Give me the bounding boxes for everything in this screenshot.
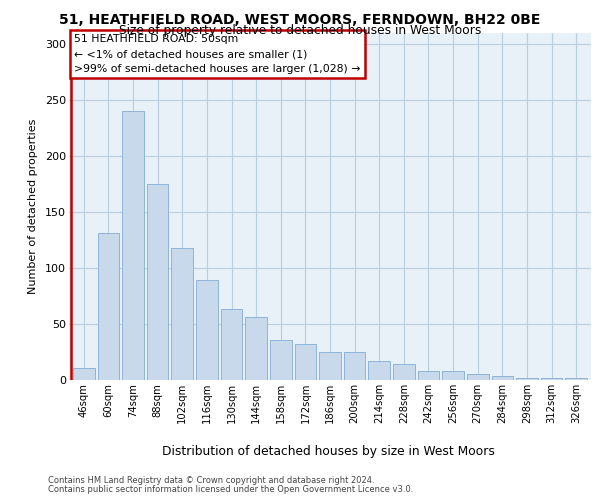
Bar <box>418 371 439 380</box>
Bar <box>516 378 538 380</box>
Text: Size of property relative to detached houses in West Moors: Size of property relative to detached ho… <box>119 24 481 37</box>
Bar <box>295 344 316 380</box>
Text: Contains HM Land Registry data © Crown copyright and database right 2024.: Contains HM Land Registry data © Crown c… <box>48 476 374 485</box>
Bar <box>270 340 292 380</box>
Text: Contains public sector information licensed under the Open Government Licence v3: Contains public sector information licen… <box>48 484 413 494</box>
Bar <box>245 317 267 380</box>
Y-axis label: Number of detached properties: Number of detached properties <box>28 118 38 294</box>
Bar <box>172 248 193 380</box>
Bar <box>368 361 390 380</box>
Text: Distribution of detached houses by size in West Moors: Distribution of detached houses by size … <box>163 444 495 458</box>
Bar <box>319 352 341 380</box>
Bar <box>73 368 95 380</box>
Bar <box>541 378 562 380</box>
Bar <box>344 352 365 380</box>
Bar <box>196 280 218 380</box>
Bar <box>491 376 513 380</box>
Text: 51, HEATHFIELD ROAD, WEST MOORS, FERNDOWN, BH22 0BE: 51, HEATHFIELD ROAD, WEST MOORS, FERNDOW… <box>59 13 541 27</box>
Bar <box>442 371 464 380</box>
Bar <box>467 374 488 380</box>
Text: 51 HEATHFIELD ROAD: 50sqm
← <1% of detached houses are smaller (1)
>99% of semi-: 51 HEATHFIELD ROAD: 50sqm ← <1% of detac… <box>74 34 361 74</box>
Bar <box>147 184 169 380</box>
Bar <box>393 364 415 380</box>
Bar <box>565 378 587 380</box>
Bar <box>98 233 119 380</box>
Bar <box>221 310 242 380</box>
Bar <box>122 111 144 380</box>
